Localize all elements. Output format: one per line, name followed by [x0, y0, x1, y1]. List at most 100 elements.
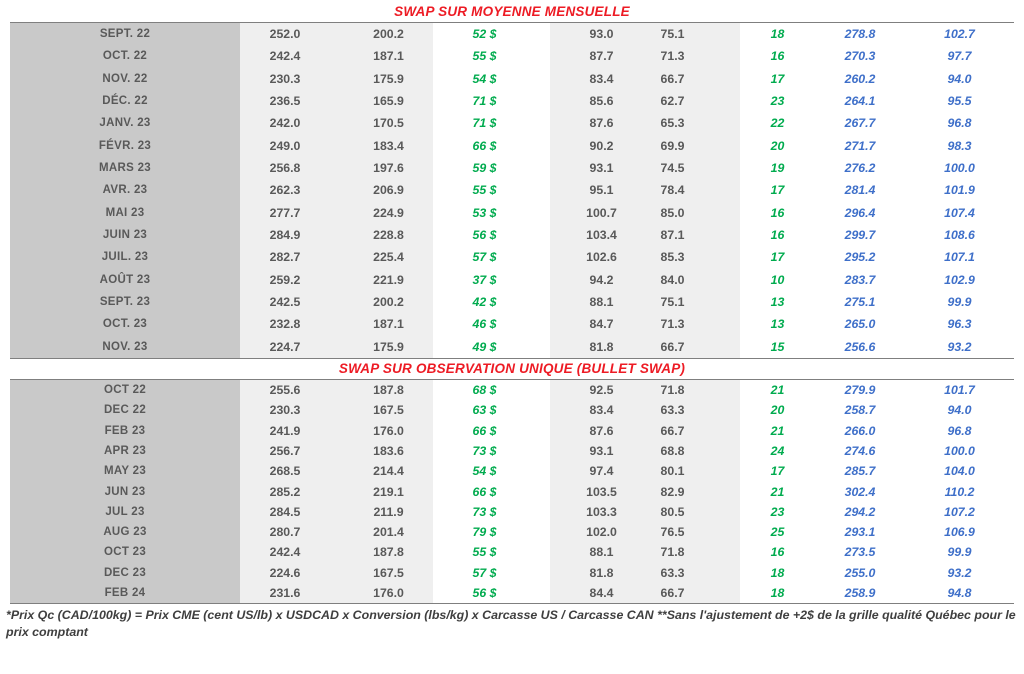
index-pct-cell: 104.0 [905, 461, 1014, 482]
index-cad-cell: 273.5 [815, 542, 905, 563]
price-qc-cell: 230.3 [240, 400, 330, 421]
price-cme-us-cell: 74.5 [645, 156, 740, 180]
margin-value-cell: 16 [740, 45, 815, 68]
price-qc-cell: 249.0 [240, 134, 330, 157]
swap-value-cell: 56 $ [433, 223, 550, 247]
price-cme-cell: 206.9 [330, 179, 433, 202]
table-row: AOÛT 23 259.2 221.9 37 $94.2 84.0 10 283.7 102.… [10, 268, 1014, 291]
swap-value-cell: 66 $ [433, 420, 550, 441]
bullet-swap-table: OCT 22 255.6 187.8 68 $92.5 71.8 21 279.9 101.7… [10, 378, 1014, 605]
index-cad-cell: 255.0 [815, 562, 905, 583]
margin-value-cell: 18 [740, 23, 815, 46]
price-cme-cell: 183.4 [330, 134, 433, 157]
price-cme-cell: 176.0 [330, 420, 433, 441]
price-qc-us-cell: 83.4 [550, 67, 645, 90]
price-qc-cell: 284.9 [240, 223, 330, 247]
month-cell: FEB 23 [10, 420, 240, 441]
index-pct-cell: 102.7 [905, 23, 1014, 46]
price-qc-us-cell: 85.6 [550, 89, 645, 113]
index-cad-cell: 260.2 [815, 67, 905, 90]
table-row: NOV. 23 224.7 175.9 49 $81.8 66.7 15 256.6 93.2 [10, 335, 1014, 358]
month-cell: MAI 23 [10, 201, 240, 224]
price-cme-us-cell: 82.9 [645, 481, 740, 502]
table-row: MAI 23 277.7 224.9 53 $100.7 85.0 16 296.4 107.… [10, 201, 1014, 224]
price-qc-us-cell: 95.1 [550, 179, 645, 202]
price-qc-us-cell: 102.0 [550, 522, 645, 543]
index-pct-cell: 94.0 [905, 400, 1014, 421]
swap-value-cell: 73 $ [433, 440, 550, 462]
price-qc-cell: 284.5 [240, 501, 330, 522]
price-qc-cell: 285.2 [240, 481, 330, 502]
month-cell: JUN 23 [10, 481, 240, 502]
swap-value-cell: 46 $ [433, 313, 550, 336]
swap-value-cell: 71 $ [433, 112, 550, 135]
month-cell: OCT 23 [10, 542, 240, 563]
month-cell: OCT. 22 [10, 45, 240, 68]
price-qc-us-cell: 90.2 [550, 134, 645, 157]
margin-value-cell: 16 [740, 201, 815, 224]
price-qc-cell: 268.5 [240, 461, 330, 482]
index-cad-cell: 266.0 [815, 420, 905, 441]
index-cad-cell: 285.7 [815, 461, 905, 482]
index-cad-cell: 281.4 [815, 179, 905, 202]
price-cme-cell: 211.9 [330, 501, 433, 522]
month-cell: AOÛT 23 [10, 268, 240, 291]
index-cad-cell: 258.7 [815, 400, 905, 421]
index-pct-cell: 100.0 [905, 156, 1014, 180]
price-cme-cell: 201.4 [330, 522, 433, 543]
price-qc-cell: 241.9 [240, 420, 330, 441]
month-cell: DEC 23 [10, 562, 240, 583]
index-pct-cell: 98.3 [905, 134, 1014, 157]
month-cell: OCT 22 [10, 379, 240, 401]
price-cme-cell: 175.9 [330, 67, 433, 90]
price-qc-cell: 252.0 [240, 23, 330, 46]
margin-value-cell: 20 [740, 134, 815, 157]
swap-value-cell: 55 $ [433, 45, 550, 68]
index-cad-cell: 283.7 [815, 268, 905, 291]
price-qc-us-cell: 87.6 [550, 112, 645, 135]
index-cad-cell: 276.2 [815, 156, 905, 180]
price-qc-cell: 280.7 [240, 522, 330, 543]
index-cad-cell: 295.2 [815, 246, 905, 269]
price-qc-us-cell: 93.0 [550, 23, 645, 46]
index-pct-cell: 96.8 [905, 420, 1014, 441]
price-cme-cell: 221.9 [330, 268, 433, 291]
table-row: SEPT. 23 242.5 200.2 42 $88.1 75.1 13 275.1 99.… [10, 290, 1014, 314]
margin-value-cell: 17 [740, 246, 815, 269]
table-row: FEB 23 241.9 176.0 66 $87.6 66.7 21 266.0 96.8 [10, 420, 1014, 441]
month-cell: OCT. 23 [10, 313, 240, 336]
price-cme-us-cell: 66.7 [645, 420, 740, 441]
index-cad-cell: 256.6 [815, 335, 905, 358]
index-pct-cell: 95.5 [905, 89, 1014, 113]
index-pct-cell: 96.8 [905, 112, 1014, 135]
swap-value-cell: 55 $ [433, 542, 550, 563]
price-cme-us-cell: 75.1 [645, 290, 740, 314]
index-pct-cell: 107.1 [905, 246, 1014, 269]
month-cell: APR 23 [10, 440, 240, 462]
footnote: *Prix Qc (CAD/100kg) = Prix CME (cent US… [6, 608, 1016, 639]
price-cme-us-cell: 71.8 [645, 379, 740, 401]
month-cell: JUIN 23 [10, 223, 240, 247]
index-pct-cell: 101.9 [905, 179, 1014, 202]
price-qc-us-cell: 84.7 [550, 313, 645, 336]
price-qc-cell: 262.3 [240, 179, 330, 202]
month-cell: NOV. 22 [10, 67, 240, 90]
index-pct-cell: 107.2 [905, 501, 1014, 522]
index-pct-cell: 93.2 [905, 335, 1014, 358]
margin-value-cell: 25 [740, 522, 815, 543]
table-row: FÉVR. 23 249.0 183.4 66 $90.2 69.9 20 271.7 98.… [10, 134, 1014, 157]
price-qc-us-cell: 94.2 [550, 268, 645, 291]
index-pct-cell: 101.7 [905, 379, 1014, 401]
swap-value-cell: 54 $ [433, 67, 550, 90]
index-pct-cell: 94.0 [905, 67, 1014, 90]
index-pct-cell: 102.9 [905, 268, 1014, 291]
price-qc-us-cell: 93.1 [550, 440, 645, 462]
price-cme-us-cell: 87.1 [645, 223, 740, 247]
margin-value-cell: 20 [740, 400, 815, 421]
index-cad-cell: 302.4 [815, 481, 905, 502]
swap-value-cell: 68 $ [433, 379, 550, 401]
swap-value-cell: 54 $ [433, 461, 550, 482]
price-qc-cell: 242.0 [240, 112, 330, 135]
table-row: JANV. 23 242.0 170.5 71 $87.6 65.3 22 267.7 96.… [10, 112, 1014, 135]
price-qc-us-cell: 102.6 [550, 246, 645, 269]
